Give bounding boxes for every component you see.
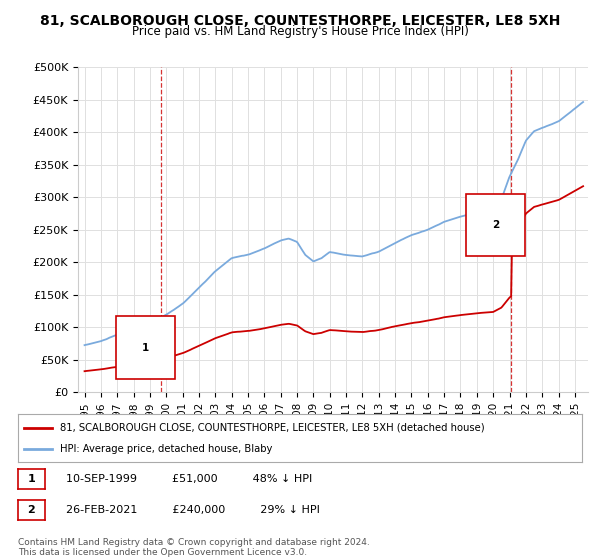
Point (157, 354, 166, 363)
Text: Price paid vs. HM Land Registry's House Price Index (HPI): Price paid vs. HM Land Registry's House … (131, 25, 469, 38)
Text: 26-FEB-2021          £240,000          29% ↓ HPI: 26-FEB-2021 £240,000 29% ↓ HPI (66, 505, 320, 515)
Text: HPI: Average price, detached house, Blaby: HPI: Average price, detached house, Blab… (60, 444, 272, 454)
Text: 81, SCALBOROUGH CLOSE, COUNTESTHORPE, LEICESTER, LE8 5XH: 81, SCALBOROUGH CLOSE, COUNTESTHORPE, LE… (40, 14, 560, 28)
Text: Contains HM Land Registry data © Crown copyright and database right 2024.
This d: Contains HM Land Registry data © Crown c… (18, 538, 370, 557)
Text: 2: 2 (28, 505, 35, 515)
Text: 1: 1 (142, 343, 149, 353)
Text: 10-SEP-1999          £51,000          48% ↓ HPI: 10-SEP-1999 £51,000 48% ↓ HPI (66, 474, 312, 484)
Point (506, 232, 516, 241)
Text: 2: 2 (492, 220, 499, 230)
Text: 81, SCALBOROUGH CLOSE, COUNTESTHORPE, LEICESTER, LE8 5XH (detached house): 81, SCALBOROUGH CLOSE, COUNTESTHORPE, LE… (60, 423, 485, 433)
Text: 1: 1 (28, 474, 35, 484)
